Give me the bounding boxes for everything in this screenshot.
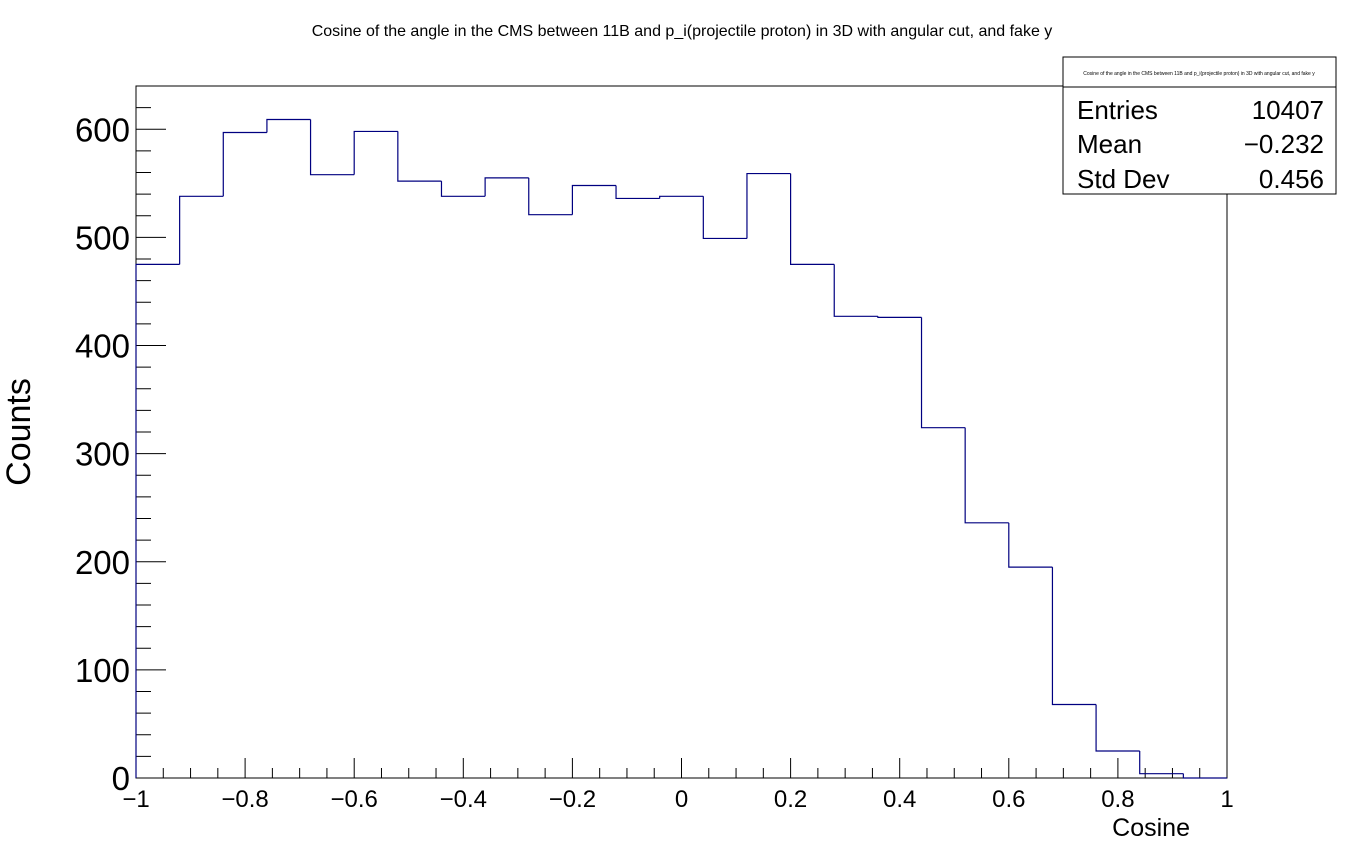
stats-entries-value: 10407 — [1252, 95, 1324, 125]
stats-box: Cosine of the angle in the CMS between 1… — [1062, 56, 1337, 195]
histogram-bin — [1182, 773, 1227, 779]
histogram-bin — [397, 131, 442, 182]
histogram-bin — [266, 118, 311, 133]
histogram-bin — [309, 119, 355, 176]
y-tick-label: 0 — [112, 760, 130, 797]
histogram-bin — [571, 184, 617, 215]
histogram-bin — [790, 173, 835, 266]
x-tick-label: −0.4 — [440, 786, 487, 813]
histogram-bin — [1095, 704, 1140, 752]
histogram-bin — [528, 177, 573, 216]
histogram-bin — [659, 195, 704, 199]
histogram-bin — [702, 196, 747, 240]
histogram-bin — [353, 130, 398, 175]
histogram-bin — [833, 264, 878, 317]
histogram-bin — [222, 131, 267, 197]
y-tick-label: 200 — [75, 544, 130, 581]
stats-stddev-label: Std Dev — [1077, 164, 1170, 194]
stats-mean-label: Mean — [1077, 129, 1142, 159]
x-axis: −1 −0.8 −0.6 −0.4 −0.2 0 0.2 0.4 0.6 0.8 1 — [122, 758, 1234, 813]
histogram-bin — [484, 177, 529, 197]
histogram-bin — [1051, 567, 1097, 706]
x-tick-label: 0.6 — [992, 786, 1025, 813]
x-tick-label: 0.4 — [883, 786, 916, 813]
x-tick-label: −0.2 — [549, 786, 596, 813]
histogram-bin — [1008, 522, 1053, 568]
histogram-bin — [615, 185, 660, 200]
histogram-bin — [1139, 750, 1184, 775]
stats-box-title: Cosine of the angle in the CMS between 1… — [1083, 71, 1315, 77]
y-tick-label: 300 — [75, 436, 130, 473]
histogram-bin — [440, 181, 486, 197]
histogram-bin — [746, 172, 791, 239]
x-tick-label: 1 — [1220, 786, 1233, 813]
stats-mean-value: −0.232 — [1244, 129, 1324, 159]
x-axis-label: Cosine — [1112, 814, 1190, 842]
x-tick-label: 0 — [675, 786, 688, 813]
y-tick-label: 500 — [75, 219, 130, 256]
histogram-bin — [920, 317, 966, 429]
histogram-bin — [135, 263, 180, 778]
histogram-bin — [964, 427, 1009, 524]
x-tick-label: −0.6 — [331, 786, 378, 813]
chart-title: Cosine of the angle in the CMS between 1… — [312, 23, 1053, 40]
x-tick-label: 0.2 — [774, 786, 807, 813]
y-axis-label: Counts — [0, 378, 38, 486]
histogram-series — [135, 118, 1227, 779]
x-tick-label: 0.8 — [1101, 786, 1134, 813]
stats-box-frame — [1062, 56, 1337, 195]
stats-entries-label: Entries — [1077, 95, 1158, 125]
y-axis: 0 100 200 300 400 500 600 — [75, 107, 166, 797]
histogram-bin — [179, 195, 224, 265]
y-tick-label: 400 — [75, 328, 130, 365]
x-tick-label: −1 — [122, 786, 149, 813]
x-tick-label: −0.8 — [221, 786, 268, 813]
stats-stddev-value: 0.456 — [1259, 164, 1324, 194]
histogram-bin — [877, 316, 922, 318]
y-tick-label: 600 — [75, 111, 130, 148]
y-tick-label: 100 — [75, 652, 130, 689]
